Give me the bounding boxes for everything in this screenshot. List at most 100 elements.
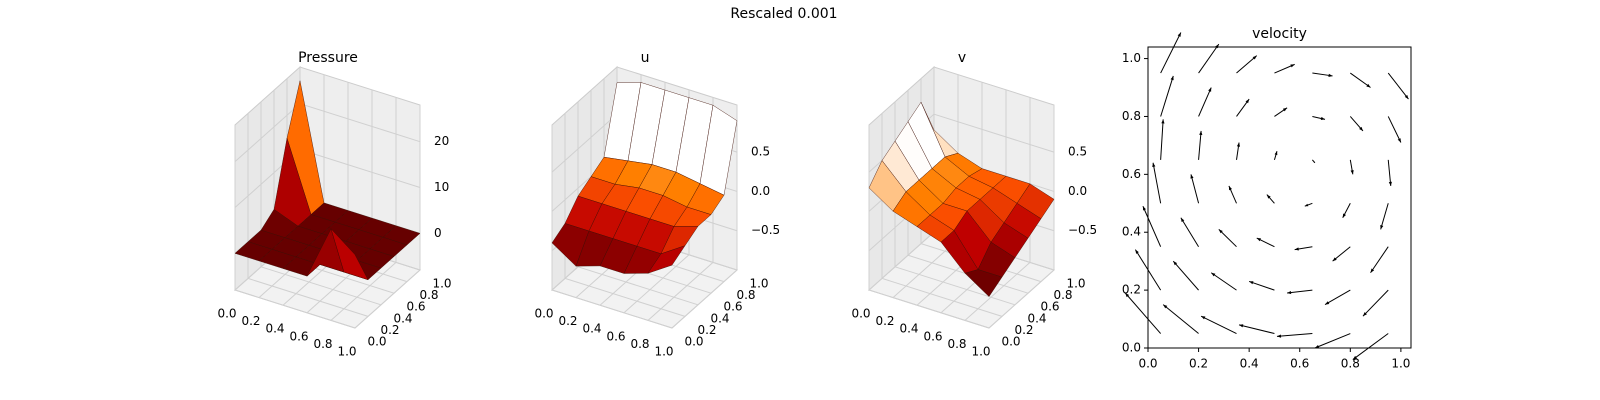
y-tick-label: 0.2 bbox=[380, 323, 399, 337]
y-tick-label: 0.8 bbox=[419, 288, 438, 302]
y-tick-label: 0.0 bbox=[1001, 335, 1020, 349]
arrow bbox=[1152, 162, 1162, 204]
x-tick-label: 1.0 bbox=[337, 345, 356, 359]
y-tick-label: 0.8 bbox=[1122, 109, 1141, 123]
arrow-shaft bbox=[1287, 289, 1313, 294]
subplot-title: Pressure bbox=[298, 50, 358, 66]
z-tick-label: 10 bbox=[434, 180, 449, 194]
arrow bbox=[1210, 272, 1237, 291]
arrow-head bbox=[1218, 229, 1223, 234]
x-tick-label: 0.6 bbox=[1290, 357, 1309, 371]
arrow-head bbox=[1352, 355, 1358, 360]
arrow bbox=[1236, 98, 1250, 117]
arrow bbox=[1238, 324, 1275, 335]
arrow bbox=[1312, 115, 1326, 121]
arrow-shaft bbox=[1152, 162, 1162, 204]
arrow bbox=[1342, 203, 1351, 218]
surface-face bbox=[330, 228, 369, 281]
x-tick-label: 0.8 bbox=[630, 337, 649, 351]
x-tick-label: 0.4 bbox=[1240, 357, 1259, 371]
arrow bbox=[1304, 202, 1313, 207]
arrow-head bbox=[1274, 151, 1278, 156]
arrow bbox=[1380, 203, 1389, 230]
y-tick-label: 0.4 bbox=[393, 311, 412, 325]
arrow bbox=[1387, 72, 1409, 100]
arrow bbox=[1228, 185, 1237, 204]
arrow bbox=[1198, 87, 1212, 117]
y-tick-label: 1.0 bbox=[1122, 51, 1141, 65]
arrow-head bbox=[1161, 119, 1165, 124]
arrow-head bbox=[1276, 334, 1282, 338]
grid-line bbox=[551, 125, 673, 329]
z-tick-label: 0.0 bbox=[751, 184, 770, 198]
grid-line bbox=[577, 101, 699, 306]
arrow-head bbox=[1397, 138, 1401, 143]
arrow bbox=[1274, 63, 1295, 74]
subplot-title: v bbox=[958, 50, 966, 66]
arrow bbox=[1362, 289, 1389, 317]
x-tick-label: 0.0 bbox=[1138, 357, 1157, 371]
grid-line bbox=[234, 125, 356, 329]
z-tick-label: −0.5 bbox=[1068, 223, 1097, 237]
grid-line bbox=[564, 113, 686, 317]
arrow-shaft bbox=[1380, 203, 1389, 230]
x-tick-label: 0.2 bbox=[241, 314, 260, 328]
arrow-head bbox=[1249, 281, 1254, 285]
y-tick-label: 1.0 bbox=[749, 277, 768, 291]
arrow-head bbox=[1320, 116, 1326, 121]
arrow-head bbox=[1290, 64, 1295, 68]
arrow bbox=[1180, 217, 1200, 247]
arrow-shaft bbox=[1198, 87, 1212, 117]
x-tick-label: 1.0 bbox=[654, 345, 673, 359]
arrow-head bbox=[1236, 142, 1241, 147]
arrow bbox=[1198, 43, 1220, 74]
arrow-head bbox=[1170, 75, 1174, 81]
x-tick-label: 1.0 bbox=[971, 345, 990, 359]
x-tick-label: 0.6 bbox=[923, 329, 942, 343]
arrow-head bbox=[1135, 249, 1139, 254]
y-tick-label: 0.8 bbox=[736, 288, 755, 302]
arrow-head bbox=[1199, 130, 1203, 136]
x-tick-label: 0.8 bbox=[947, 337, 966, 351]
arrow bbox=[1172, 260, 1199, 291]
arrow bbox=[1236, 142, 1241, 160]
surface-face bbox=[964, 269, 1003, 297]
arrow-shaft bbox=[1362, 289, 1389, 317]
arrow-shaft bbox=[1350, 72, 1371, 88]
arrow-shaft bbox=[1387, 116, 1402, 143]
arrow-shaft bbox=[1314, 333, 1351, 349]
grid-line bbox=[247, 113, 369, 317]
y-tick-label: 0.6 bbox=[406, 300, 425, 314]
arrow-head bbox=[1366, 83, 1371, 88]
arrow-shaft bbox=[1162, 304, 1199, 334]
axes-frame bbox=[1147, 46, 1412, 349]
arrow-head bbox=[1228, 185, 1232, 191]
arrow bbox=[1352, 333, 1389, 360]
arrow-head bbox=[1177, 32, 1181, 37]
arrow-head bbox=[1388, 181, 1392, 186]
x-tick-label: 0.4 bbox=[265, 322, 284, 336]
arrow bbox=[1160, 119, 1165, 160]
arrow-head bbox=[1332, 257, 1337, 262]
y-tick-label: 0.6 bbox=[1122, 167, 1141, 181]
arrow-head bbox=[1142, 206, 1147, 211]
arrow-head bbox=[1282, 107, 1288, 112]
x-tick-label: 0.8 bbox=[313, 337, 332, 351]
arrow bbox=[1324, 289, 1351, 306]
y-tick-label: 0.2 bbox=[697, 323, 716, 337]
y-tick-label: 0.2 bbox=[1014, 323, 1033, 337]
arrow-shaft bbox=[1218, 228, 1237, 248]
arrow-head bbox=[1152, 162, 1156, 167]
arrow bbox=[1200, 315, 1237, 334]
arrow bbox=[1294, 246, 1313, 251]
arrow bbox=[1256, 237, 1275, 248]
arrow-shaft bbox=[1142, 205, 1162, 247]
arrow bbox=[1198, 130, 1203, 160]
arrow bbox=[1266, 194, 1275, 204]
arrow bbox=[1370, 246, 1389, 274]
arrow-shaft bbox=[1238, 324, 1275, 335]
arrow-shaft bbox=[1248, 280, 1275, 291]
arrow-head bbox=[1294, 247, 1299, 251]
arrow-head bbox=[1180, 217, 1185, 223]
